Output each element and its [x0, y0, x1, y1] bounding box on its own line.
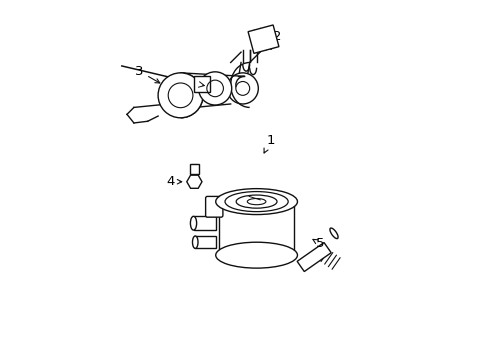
- Circle shape: [235, 81, 249, 95]
- Bar: [297, 243, 330, 271]
- Text: 1: 1: [264, 134, 274, 153]
- Ellipse shape: [215, 242, 297, 268]
- Bar: [189, 165, 199, 174]
- Bar: [195, 236, 216, 248]
- Circle shape: [198, 72, 231, 105]
- Text: 2: 2: [270, 30, 281, 49]
- Bar: [247, 25, 278, 53]
- Text: 4: 4: [165, 175, 182, 188]
- Text: 5: 5: [312, 238, 324, 251]
- Ellipse shape: [190, 216, 196, 230]
- FancyBboxPatch shape: [205, 197, 223, 217]
- Ellipse shape: [192, 236, 198, 248]
- Ellipse shape: [215, 189, 297, 215]
- Bar: [193, 216, 216, 230]
- Ellipse shape: [329, 228, 337, 239]
- Circle shape: [158, 73, 203, 118]
- Bar: [194, 76, 209, 92]
- Text: 3: 3: [135, 65, 160, 83]
